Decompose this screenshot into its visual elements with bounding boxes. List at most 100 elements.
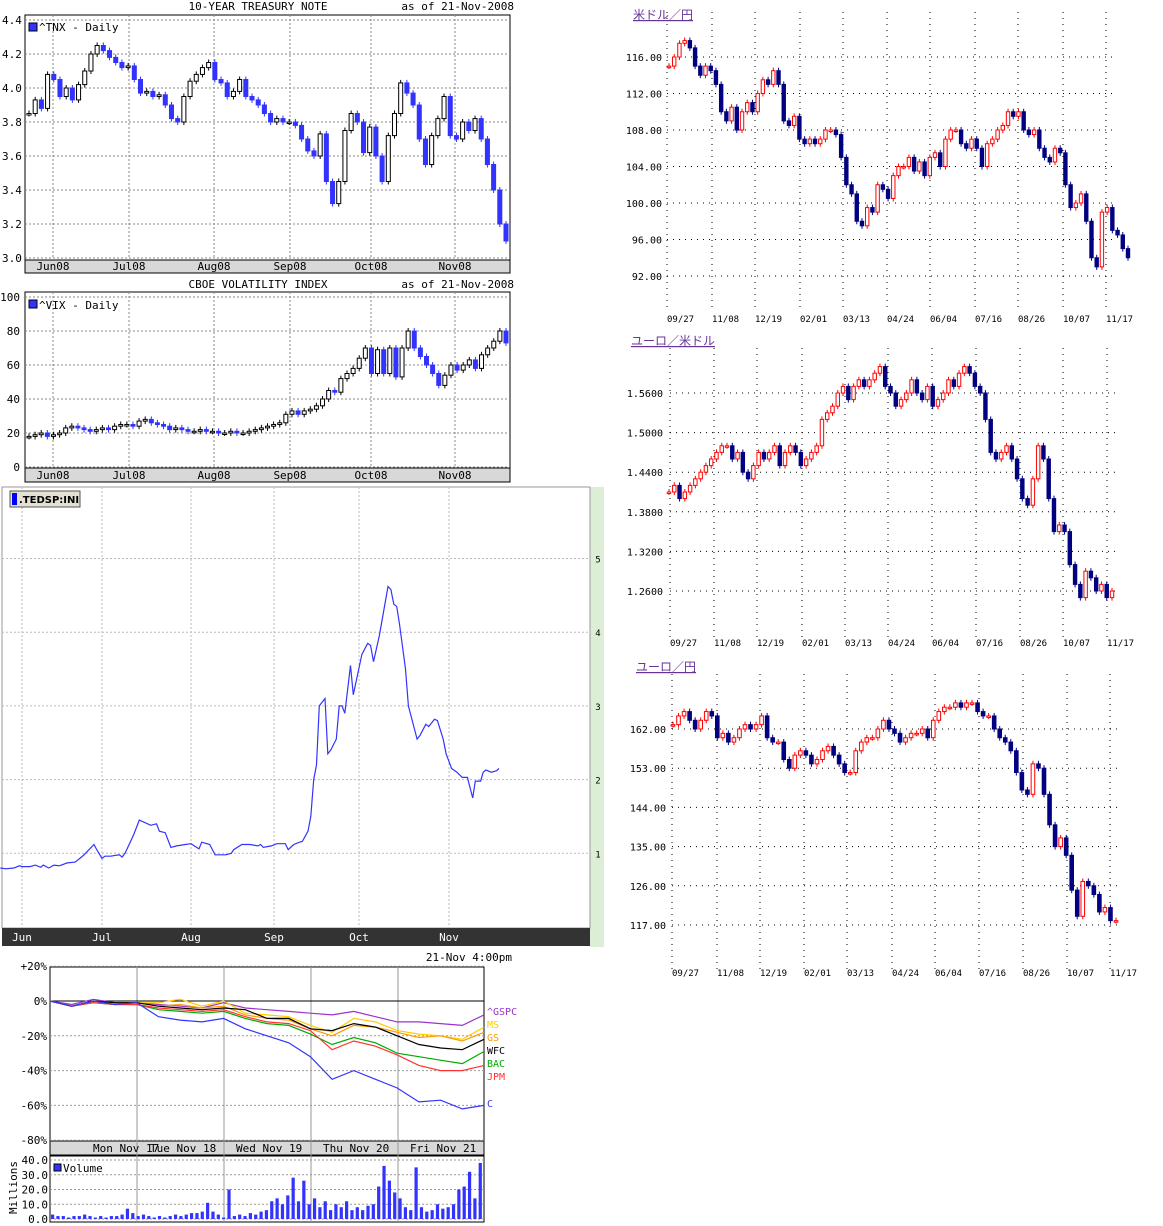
candle-down — [1063, 152, 1068, 186]
y-tick-label: +20% — [21, 960, 48, 973]
candle-up — [964, 702, 969, 708]
candle-down — [991, 715, 997, 730]
candle-down — [38, 99, 44, 109]
candle-down — [1020, 478, 1025, 500]
y-tick-label: 1 — [595, 850, 600, 860]
x-tick-label: Jun — [12, 931, 32, 944]
candle-down — [797, 115, 802, 140]
x-tick-label: 02/01 — [802, 639, 829, 649]
candle-down — [786, 120, 792, 126]
candle-up — [903, 737, 908, 743]
volume-tick-label: 30.0 — [22, 1169, 49, 1182]
candle-up — [867, 379, 872, 387]
x-tick-label: 10/07 — [1063, 639, 1090, 649]
candle-down — [1041, 767, 1047, 795]
y-tick-label: 80 — [7, 325, 20, 338]
eurjpy-title-link[interactable]: ユーロ／円 — [636, 660, 696, 674]
candle-up — [1052, 147, 1058, 163]
series-label: ^GSPC — [487, 1007, 517, 1018]
candle-down — [713, 70, 719, 85]
x-tick-label: 10/07 — [1067, 969, 1094, 979]
candle-up — [82, 70, 88, 86]
candle-up — [737, 728, 742, 739]
candle-up — [682, 491, 688, 500]
candle-down — [1042, 147, 1047, 158]
candle-up — [875, 728, 881, 739]
candle-down — [454, 364, 460, 371]
candle-up — [946, 379, 951, 394]
candle-down — [161, 424, 167, 427]
candle-up — [753, 724, 759, 730]
candle-down — [1036, 763, 1041, 769]
y-tick-label: 117.00 — [630, 921, 666, 932]
x-tick-label: 11/08 — [717, 969, 744, 979]
candle-up — [491, 340, 497, 349]
candle-up — [984, 143, 990, 167]
volume-bar — [467, 1171, 472, 1219]
usdjpy-svg: 米ドル／円 92.00 96.00 100.00 104.00 108.00 112.00… — [626, 8, 1133, 325]
candle-up — [703, 711, 709, 721]
y-tick-label: 0% — [34, 995, 48, 1008]
candle-up — [265, 425, 270, 429]
volume-bar — [334, 1204, 338, 1219]
candle-up — [1080, 880, 1086, 917]
candle-down — [842, 763, 847, 774]
candle-up — [398, 82, 404, 115]
candle-up — [666, 65, 672, 69]
volume-bar — [264, 1210, 269, 1219]
candle-down — [1037, 129, 1042, 149]
candle-down — [447, 96, 453, 137]
candle-up — [676, 715, 681, 726]
candle-up — [118, 424, 124, 427]
series-line-wfc — [49, 1000, 485, 1051]
series-label: C — [487, 1099, 493, 1110]
x-tick-label: 03/13 — [845, 639, 872, 649]
candle-down — [745, 471, 751, 480]
bank-stocks-chart: 21-Nov 4:00pm +20% 0% -20% -40% -60% -80% Mon … — [0, 951, 520, 1226]
candle-down — [75, 425, 81, 429]
y-tick-label: 4 — [595, 629, 600, 639]
candle-down — [951, 379, 956, 387]
candle-up — [814, 758, 820, 765]
candle-down — [883, 366, 888, 387]
y-tick-label: -80% — [21, 1134, 48, 1147]
volume-bar — [189, 1213, 194, 1219]
volume-bar — [211, 1211, 215, 1219]
candle-down — [212, 62, 218, 80]
candle-down — [765, 79, 771, 85]
candle-up — [745, 102, 750, 113]
candle-down — [1072, 564, 1078, 585]
volume-bar — [173, 1214, 178, 1219]
candle-down — [1014, 750, 1019, 774]
candle-up — [1031, 129, 1037, 136]
candle-down — [416, 104, 422, 140]
y-tick-label: 3.2 — [2, 218, 22, 231]
candle-up — [703, 465, 709, 473]
candle-down — [424, 356, 429, 366]
eurusd-title-link[interactable]: ユーロ／米ドル — [631, 334, 715, 348]
candle-down — [692, 719, 698, 730]
x-tick-label: 04/24 — [888, 639, 915, 649]
candle-up — [125, 65, 131, 69]
candle-down — [893, 392, 898, 407]
candle-down — [1069, 854, 1074, 891]
candle-up — [698, 719, 703, 730]
candle-down — [417, 347, 423, 357]
candle-up — [791, 115, 797, 126]
chart-title: CBOE VOLATILITY INDEX — [188, 278, 327, 291]
volume-bar — [56, 1216, 60, 1219]
candle-down — [748, 724, 753, 730]
candle-down — [831, 745, 836, 756]
candle-down — [838, 134, 844, 158]
volatility-index-svg: CBOE VOLATILITY INDEX as of 21-Nov-2008 … — [0, 278, 514, 483]
candle-down — [179, 427, 185, 431]
volume-bar — [232, 1216, 236, 1219]
volume-bar — [275, 1198, 279, 1219]
y-tick-label: 20 — [7, 427, 20, 440]
candle-down — [119, 62, 125, 69]
candle-up — [719, 445, 724, 453]
candle-up — [896, 166, 901, 177]
candle-up — [230, 90, 236, 98]
usdjpy-title-link[interactable]: 米ドル／円 — [633, 8, 693, 22]
volume-bar — [259, 1211, 263, 1219]
